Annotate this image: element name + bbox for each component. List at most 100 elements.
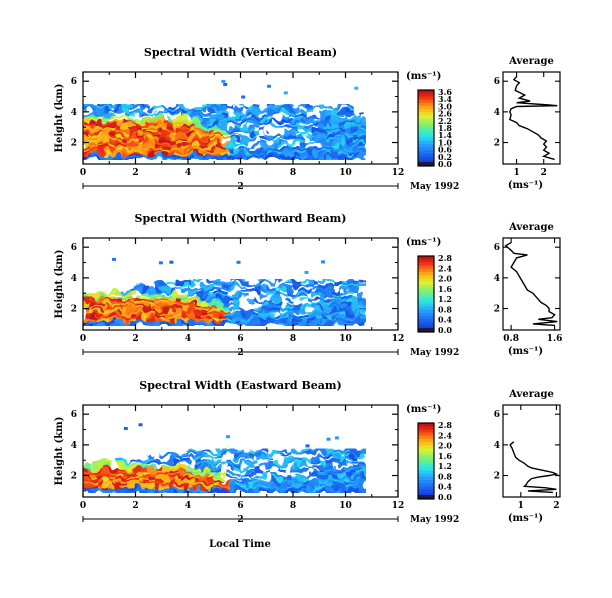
average-title: Average: [508, 56, 554, 67]
heatmap-cell: [135, 487, 143, 491]
heatmap-cell: [240, 323, 248, 326]
heatmap-cell: [306, 483, 314, 487]
heatmap-cell: [273, 141, 281, 144]
heatmap-cell: [155, 122, 163, 126]
heatmap-cell: [115, 485, 123, 489]
heatmap-cell: [201, 302, 209, 306]
heatmap-cell: [325, 320, 333, 324]
heatmap-cell: [96, 462, 104, 466]
heatmap-cell: [142, 320, 150, 324]
heatmap-cell: [279, 318, 288, 322]
heatmap-cell: [247, 106, 255, 110]
heatmap-cell: [345, 474, 353, 477]
heatmap-cell: [338, 281, 347, 285]
heatmap-cell: [123, 427, 128, 430]
heatmap-cell: [214, 120, 222, 124]
heatmap-cell: [253, 124, 261, 128]
heatmap-cell: [102, 471, 110, 475]
heatmap-cell: [142, 460, 150, 464]
heatmap-cell: [233, 323, 242, 326]
heatmap-cell: [102, 108, 110, 112]
heatmap-cell: [299, 460, 307, 464]
heatmap-cell: [299, 115, 307, 119]
heatmap-cell: [161, 157, 169, 160]
heatmap-cell: [96, 309, 104, 313]
heatmap-cell: [174, 311, 183, 315]
heatmap-cell: [181, 316, 189, 320]
average-x-tick-label: 1.6: [547, 334, 563, 344]
heatmap-cell: [247, 136, 255, 140]
heatmap-cell: [181, 487, 189, 491]
heatmap-cell: [286, 145, 294, 149]
heatmap-cell: [188, 467, 196, 470]
heatmap-cell: [279, 490, 288, 493]
heatmap-cell: [128, 129, 137, 133]
colorbar-tick-label: 0.6: [438, 145, 452, 155]
heatmap-cell: [181, 313, 189, 317]
heatmap-cell: [122, 490, 130, 493]
heatmap-cell: [96, 307, 104, 310]
heatmap-cell: [148, 124, 156, 128]
heatmap-cell: [135, 286, 143, 290]
heatmap-cell: [260, 145, 268, 149]
heatmap-cell: [266, 311, 274, 315]
heatmap-cell: [338, 476, 347, 480]
heatmap-cell: [338, 143, 347, 147]
heatmap-cell: [174, 453, 183, 457]
heatmap-cell: [240, 316, 248, 320]
heatmap-cell: [161, 297, 169, 301]
heatmap-cell: [293, 118, 301, 121]
heatmap-cell: [220, 318, 228, 322]
heatmap-cell: [89, 490, 97, 493]
heatmap-cell: [161, 141, 169, 144]
heatmap-cell: [161, 293, 169, 297]
heatmap-cell: [227, 279, 235, 283]
heatmap-cell: [273, 485, 281, 489]
heatmap-cell: [312, 131, 320, 135]
heatmap-cell: [293, 150, 301, 154]
heatmap-cell: [352, 115, 360, 119]
x-tick-label: 6: [237, 334, 243, 344]
y-tick-label: 2: [71, 472, 77, 482]
heatmap-cell: [201, 474, 209, 477]
heatmap-cell: [135, 304, 143, 308]
heatmap-cell: [286, 320, 294, 324]
heatmap-cell: [174, 485, 183, 489]
heatmap-cell: [168, 307, 176, 310]
heatmap-cell: [142, 302, 150, 306]
heatmap-cell: [240, 295, 248, 299]
heatmap-cell: [128, 143, 137, 147]
heatmap-cell: [148, 111, 156, 114]
y-tick-label: 6: [71, 77, 77, 87]
heatmap-cell: [319, 483, 327, 487]
heatmap-cell: [135, 108, 143, 112]
heatmap-cell: [358, 124, 366, 128]
heatmap-cell: [325, 485, 333, 489]
heatmap-cell: [168, 124, 176, 128]
heatmap-cell: [89, 480, 97, 484]
heatmap-cell: [273, 313, 281, 317]
heatmap-cell: [174, 313, 183, 317]
heatmap-cell: [279, 457, 288, 461]
heatmap-cell: [279, 320, 288, 324]
heatmap-cell: [352, 134, 360, 137]
heatmap-cell: [194, 279, 202, 283]
heatmap-cell: [325, 129, 333, 133]
heatmap-cell: [161, 152, 169, 156]
heatmap-cell: [273, 124, 281, 128]
heatmap-cell: [260, 485, 268, 489]
heatmap-cell: [194, 304, 202, 308]
heatmap-cell: [214, 467, 222, 470]
heatmap-cell: [325, 313, 333, 317]
heatmap-cell: [96, 115, 104, 119]
colorbar-swatch: [418, 480, 434, 484]
colorbar-swatch: [418, 442, 434, 446]
heatmap-cell: [352, 313, 360, 317]
colorbar-swatch: [418, 467, 434, 471]
heatmap-cell: [233, 316, 242, 320]
heatmap-cell: [181, 320, 189, 324]
heatmap-cell: [214, 478, 222, 482]
heatmap-cell: [220, 451, 228, 454]
heatmap-cell: [319, 141, 327, 144]
heatmap-cell: [266, 136, 274, 140]
